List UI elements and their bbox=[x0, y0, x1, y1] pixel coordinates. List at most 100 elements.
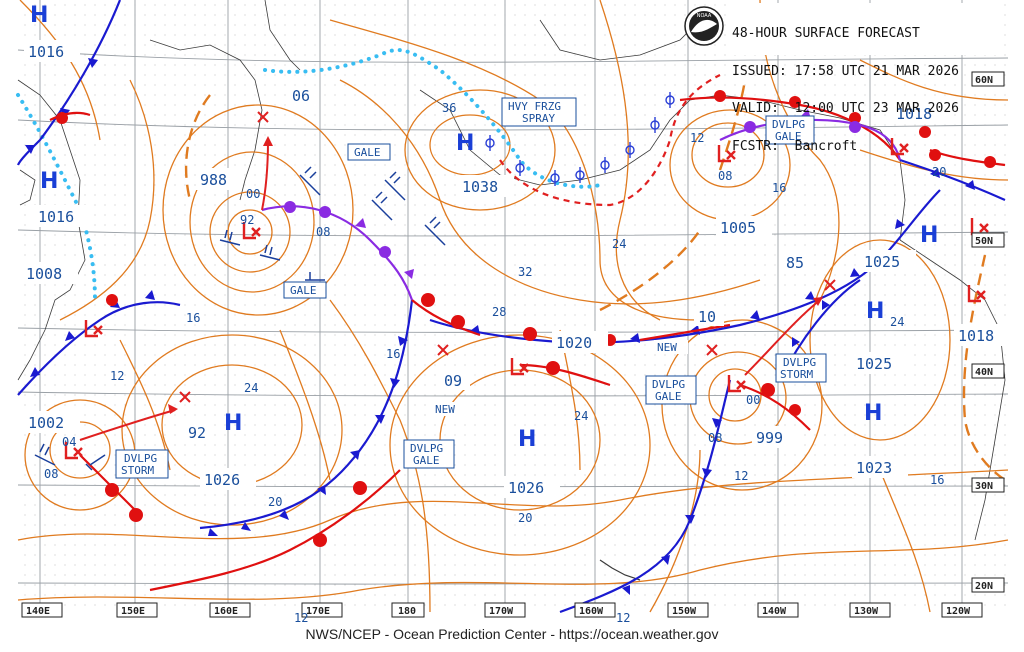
pressure-label: 1020 bbox=[556, 334, 592, 352]
box-label-line2: STORM bbox=[121, 464, 154, 477]
box-label-line1: DVLPG bbox=[124, 452, 157, 465]
isobar-value: 32 bbox=[518, 265, 532, 279]
isobar-value: 00 bbox=[746, 393, 760, 407]
pressure-label: 06 bbox=[292, 87, 310, 105]
pressure-label: 1026 bbox=[204, 471, 240, 489]
track-arrowheads bbox=[168, 136, 823, 414]
box-label-line1: HVY FRZG bbox=[508, 100, 561, 113]
box-label-line1: DVLPG bbox=[410, 442, 443, 455]
pressure-label: 10 bbox=[698, 308, 716, 326]
box-label-line1: GALE bbox=[290, 284, 317, 297]
box-label-line2: GALE bbox=[413, 454, 440, 467]
high-center: H bbox=[456, 131, 474, 156]
isobar-value: 12 bbox=[110, 369, 124, 383]
box-label-line1: GALE bbox=[354, 146, 381, 159]
lon-label: 140W bbox=[762, 606, 787, 617]
issued-time: ISSUED: 17:58 UTC 21 MAR 2026 bbox=[732, 63, 959, 79]
pressure-label: 1018 bbox=[958, 327, 994, 345]
isobar-value: 16 bbox=[386, 347, 400, 361]
warm-front-bumps bbox=[56, 90, 996, 547]
isobar-value: 04 bbox=[62, 435, 76, 449]
isobar-values: 36 32 28 24 24 24 24 20 20 20 16 16 16 1… bbox=[44, 101, 946, 625]
box-label-line1: DVLPG bbox=[652, 378, 685, 391]
pressure-labels: 1016 1016 1008 988 1038 1020 1002 1026 1… bbox=[22, 40, 1010, 498]
high-center: H bbox=[30, 3, 48, 28]
lat-label: 30N bbox=[975, 481, 993, 492]
pressure-label: 92 bbox=[188, 424, 206, 442]
pressure-label: 1002 bbox=[28, 414, 64, 432]
pressure-label: 988 bbox=[200, 171, 227, 189]
isobar-value: 12 bbox=[294, 611, 308, 625]
isobar-value: 12 bbox=[616, 611, 630, 625]
pressure-label: 1025 bbox=[856, 355, 892, 373]
box-label-line2: GALE bbox=[775, 130, 802, 143]
lon-label: 130W bbox=[854, 606, 879, 617]
box-label-line1: DVLPG bbox=[772, 118, 805, 131]
isobar-value: 12 bbox=[734, 469, 748, 483]
position-marks bbox=[179, 111, 836, 403]
isobar-value: 24 bbox=[890, 315, 904, 329]
high-center: H bbox=[864, 401, 882, 426]
box-label-line1: DVLPG bbox=[783, 356, 816, 369]
isobar-value: 08 bbox=[44, 467, 58, 481]
new-label: NEW bbox=[657, 341, 677, 354]
freezing-spray-area bbox=[499, 74, 721, 207]
pressure-label: 1023 bbox=[856, 459, 892, 477]
isobar-value: 20 bbox=[518, 511, 532, 525]
lat-label: 20N bbox=[975, 581, 993, 592]
noaa-logo-text: NOAA bbox=[697, 13, 712, 19]
isobar-value: 92 bbox=[240, 213, 254, 227]
forecast-header: 48-HOUR SURFACE FORECAST ISSUED: 17:58 U… bbox=[732, 3, 1000, 152]
graticule bbox=[17, 0, 1009, 612]
freezing-spray-icons bbox=[485, 92, 675, 186]
lon-label: 180 bbox=[398, 606, 416, 617]
pressure-label: 1026 bbox=[508, 479, 544, 497]
isobar-value: 00 bbox=[246, 187, 260, 201]
low-center bbox=[967, 285, 986, 303]
pressure-label: 1008 bbox=[26, 265, 62, 283]
storm-tracks bbox=[79, 139, 821, 441]
high-center: H bbox=[518, 427, 536, 452]
footer-credit[interactable]: NWS/NCEP - Ocean Prediction Center - htt… bbox=[305, 626, 719, 642]
high-center: H bbox=[920, 223, 938, 248]
high-centers: H H H H H H H H H bbox=[30, 3, 938, 452]
pressure-label: 1016 bbox=[28, 43, 64, 61]
new-label: NEW bbox=[435, 403, 455, 416]
isobars bbox=[17, 0, 1009, 613]
isobar-value: 08 bbox=[718, 169, 732, 183]
box-label-line2: STORM bbox=[780, 368, 813, 381]
high-center: H bbox=[224, 411, 242, 436]
pressure-label: 1016 bbox=[38, 208, 74, 226]
isobar-value: 08 bbox=[316, 225, 330, 239]
high-center: H bbox=[40, 169, 58, 194]
isobar-value: 16 bbox=[772, 181, 786, 195]
pressure-label: 1018 bbox=[896, 105, 932, 123]
forecaster-name: FCSTR: Bancroft bbox=[732, 138, 858, 154]
isobar-value: 16 bbox=[186, 311, 200, 325]
low-center bbox=[84, 320, 103, 338]
lon-label: 150E bbox=[121, 606, 145, 617]
isobar-value: 08 bbox=[708, 431, 722, 445]
pressure-label: 85 bbox=[786, 254, 804, 272]
isobar-value: 24 bbox=[612, 237, 626, 251]
high-center: H bbox=[866, 299, 884, 324]
low-centers bbox=[64, 138, 989, 460]
lon-label: 140E bbox=[26, 606, 50, 617]
lon-label: 150W bbox=[672, 606, 697, 617]
noaa-logo: NOAA bbox=[684, 6, 724, 46]
lat-label: 40N bbox=[975, 367, 993, 378]
boxed-labels: HVY FRZG SPRAY GALE GALE DVLPG GALE DVLP… bbox=[115, 97, 827, 479]
isobar-value: 24 bbox=[244, 381, 258, 395]
isobar-value: 20 bbox=[268, 495, 282, 509]
lon-label: 160W bbox=[579, 606, 604, 617]
pressure-label: 999 bbox=[756, 429, 783, 447]
forecast-title: 48-HOUR SURFACE FORECAST bbox=[732, 26, 920, 41]
occluded-symbols bbox=[284, 109, 861, 279]
pressure-label: 1025 bbox=[864, 253, 900, 271]
new-labels: NEW NEW bbox=[432, 340, 688, 416]
isobar-value: 24 bbox=[574, 409, 588, 423]
box-label-line2: SPRAY bbox=[522, 112, 555, 125]
low-center bbox=[890, 138, 909, 156]
isobar-value: 28 bbox=[492, 305, 506, 319]
